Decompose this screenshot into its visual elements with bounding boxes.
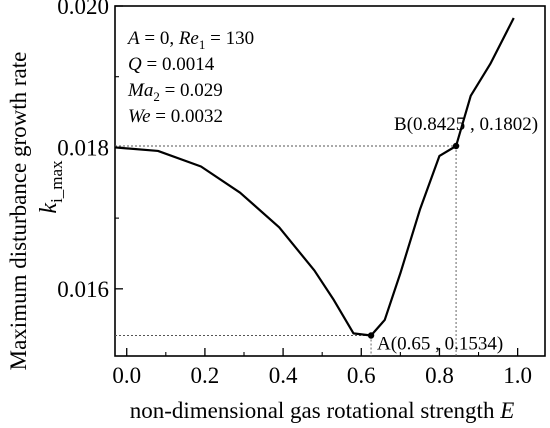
x-axis-label: non-dimensional gas rotational strength … [130, 398, 515, 423]
y-tick-label: 0.018 [57, 135, 109, 160]
parameter-line: A = 0, Re1 = 130 [126, 28, 254, 52]
annotation-label-B: B(0.8425 , 0.1802) [394, 114, 538, 135]
y-axis-label: Maximum disturbance growth rate [6, 52, 31, 371]
parameter-line: We = 0.0032 [128, 106, 223, 127]
text-labels: 0.0 0.2 0.4 0.6 0.8 1.0 0.016 0.018 0.020 A(0.65 … [6, 0, 538, 423]
parameter-line: Ma2 = 0.029 [127, 80, 223, 104]
y-tick-label: 0.016 [57, 277, 109, 302]
plot-axes [114, 5, 546, 357]
x-tick-label: 0.6 [347, 363, 376, 388]
point-B [452, 142, 460, 150]
y-axis-symbol: ki_max [36, 160, 66, 214]
y-tick-label: 0.020 [57, 0, 109, 19]
x-tick-label: 1.0 [503, 363, 532, 388]
annotation-label-A: A(0.65 , 0.1534) [377, 333, 503, 354]
x-tick-label: 0.4 [269, 363, 298, 388]
point-A [367, 332, 375, 339]
parameter-line: Q = 0.0014 [128, 54, 215, 75]
x-tick-label: 0.8 [425, 363, 454, 388]
x-tick-label: 0.0 [112, 363, 141, 388]
annotation-points [367, 142, 460, 339]
plot-frame [114, 5, 546, 357]
guide-lines [115, 145, 457, 356]
x-tick-label: 0.2 [191, 363, 220, 388]
